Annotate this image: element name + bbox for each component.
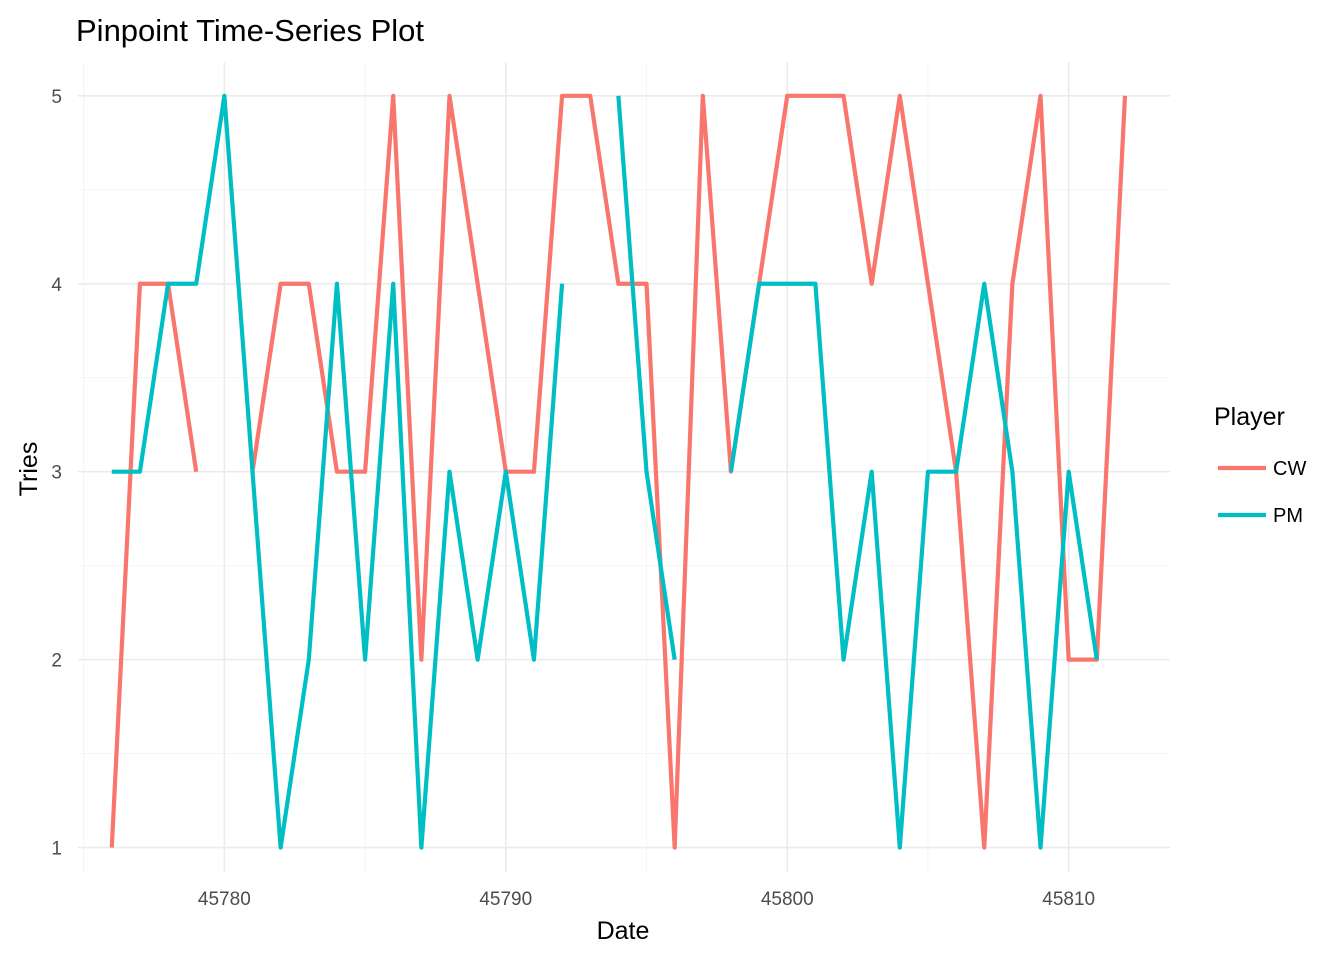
series-layer xyxy=(109,93,1128,850)
y-tick-label: 3 xyxy=(51,463,62,484)
legend-label-cw: CW xyxy=(1273,458,1306,480)
series-pm-line xyxy=(616,95,677,660)
series-cw-line xyxy=(250,93,1128,850)
legend: Player CW PM xyxy=(1214,403,1306,527)
x-tick-label: 45810 xyxy=(1042,889,1095,910)
legend-items: CW PM xyxy=(1218,458,1306,527)
series-pm-line xyxy=(728,281,1099,850)
x-tick-label: 45780 xyxy=(198,889,251,910)
x-axis-title: Date xyxy=(597,917,650,945)
x-axis-ticks: 45780 45790 45800 45810 xyxy=(198,889,1095,910)
x-tick-label: 45800 xyxy=(761,889,814,910)
series-pm-line xyxy=(111,93,565,850)
y-tick-label: 4 xyxy=(51,275,62,296)
y-axis-ticks: 1 2 3 4 5 xyxy=(51,87,62,860)
x-tick-label: 45790 xyxy=(479,889,532,910)
legend-title: Player xyxy=(1214,403,1285,431)
y-tick-label: 2 xyxy=(51,651,62,672)
y-tick-label: 5 xyxy=(51,87,62,108)
series-cw-line xyxy=(109,281,199,848)
legend-label-pm: PM xyxy=(1273,505,1303,527)
chart-title: Pinpoint Time-Series Plot xyxy=(76,13,424,48)
y-axis-title: Tries xyxy=(15,442,43,497)
y-tick-label: 1 xyxy=(51,839,62,860)
